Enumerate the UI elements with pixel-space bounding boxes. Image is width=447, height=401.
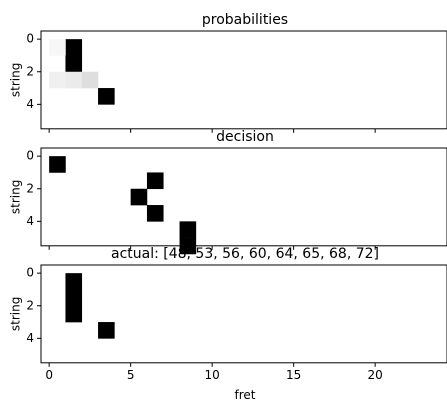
panel-title: actual: [48, 53, 56, 60, 64, 65, 68, 72]: [111, 246, 379, 262]
heatmap-cell: [49, 156, 66, 173]
heatmap-cell: [98, 322, 115, 339]
heatmap-cell: [146, 172, 164, 190]
decision-panel: decision string 0 2 4: [9, 129, 447, 255]
probabilities-panel: probabilities string 0 2 4: [9, 12, 447, 133]
y-axis-label: string: [9, 297, 23, 331]
panel-title: decision: [216, 129, 274, 145]
heatmap-cells: [49, 39, 115, 105]
actual-panel: actual: [48, 53, 56, 60, 64, 65, 68, 72]…: [9, 246, 447, 401]
y-axis-label: string: [9, 180, 23, 214]
y-tick-label: 0: [26, 266, 34, 280]
y-tick-label: 2: [26, 181, 34, 195]
y-tick-label: 4: [26, 331, 34, 345]
axis-ticks: 0 2 4: [26, 32, 376, 133]
heatmap-cell: [65, 55, 83, 73]
heatmap-cell: [65, 305, 83, 323]
x-tick-label: 5: [127, 368, 135, 382]
x-tick-label: 0: [45, 368, 53, 382]
heatmap-cell: [65, 273, 83, 290]
x-tick-label: 20: [368, 368, 383, 382]
y-tick-label: 2: [26, 64, 34, 78]
y-tick-label: 0: [26, 149, 34, 163]
y-tick-label: 4: [26, 97, 34, 111]
heatmap-cell: [49, 39, 66, 56]
panel-title: probabilities: [202, 12, 288, 28]
heatmap-cells: [65, 273, 115, 339]
x-axis-label: fret: [235, 388, 256, 401]
y-axis-label: string: [9, 63, 23, 97]
heatmap-cell: [81, 71, 99, 89]
heatmap-cell: [130, 188, 148, 206]
heatmap-cell: [179, 221, 197, 238]
heatmap-cell: [65, 39, 83, 56]
plot-frame: [40, 147, 447, 247]
axis-ticks: 0 2 4 0 5 10 15 20: [26, 266, 382, 382]
plot-frame: [40, 30, 447, 130]
plot-frame: [40, 264, 447, 364]
axis-ticks: 0 2 4: [26, 149, 376, 250]
heatmap-cell: [65, 71, 83, 89]
heatmap-cell: [146, 205, 164, 222]
heatmap-cell: [49, 71, 66, 89]
heatmap-cells: [49, 156, 197, 255]
y-tick-label: 2: [26, 298, 34, 312]
y-tick-label: 0: [26, 32, 34, 46]
x-tick-label: 15: [286, 368, 301, 382]
heatmap-cell: [98, 88, 115, 105]
y-tick-label: 4: [26, 214, 34, 228]
heatmap-cell: [65, 289, 83, 307]
x-tick-label: 10: [205, 368, 220, 382]
